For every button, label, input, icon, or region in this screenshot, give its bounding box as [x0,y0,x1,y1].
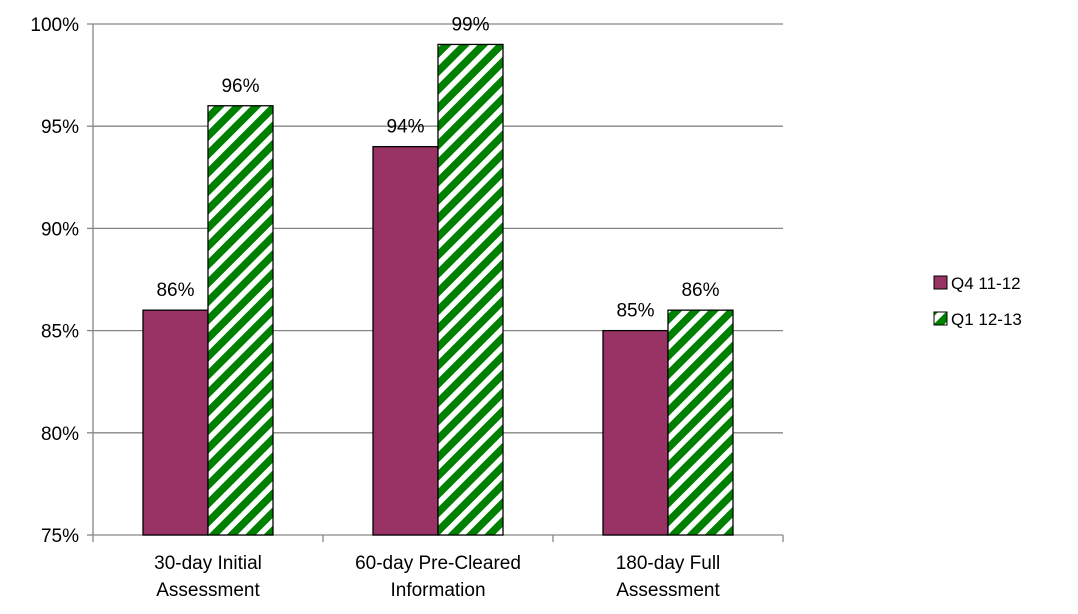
bar [437,43,504,536]
x-tick-label: Assessment [616,580,720,601]
bar [207,105,274,536]
x-tick-label: 30-day Initial [154,553,262,574]
x-tick-label: Assessment [156,580,260,601]
bar [667,309,734,536]
y-tick-label: 90% [41,219,79,240]
data-label: 96% [221,76,259,97]
x-tick-label: 180-day Full [616,553,721,574]
data-label: 99% [451,14,489,35]
bars [142,43,734,536]
legend-swatch [933,311,948,326]
legend: Q4 11-12 Q1 12-13 [933,274,1022,329]
x-tick-label: Information [390,580,485,601]
data-label: 85% [616,301,654,322]
legend-label: Q1 12-13 [951,310,1022,329]
data-label: 86% [156,280,194,301]
legend-label: Q4 11-12 [951,274,1021,293]
y-tick-label: 75% [41,526,79,547]
bar [602,329,669,536]
y-tick-label: 80% [41,424,79,445]
bar [372,145,439,536]
data-labels: 86% 96% 94% 99% 85% 86% [156,14,719,321]
x-tick-label: 60-day Pre-Cleared [355,553,521,574]
y-tick-label: 100% [30,15,79,36]
data-label: 86% [681,280,719,301]
data-label: 94% [386,117,424,138]
legend-swatch [933,275,948,290]
y-tick-label: 95% [41,117,79,138]
bar [142,309,209,536]
y-tick-label: 85% [41,322,79,343]
